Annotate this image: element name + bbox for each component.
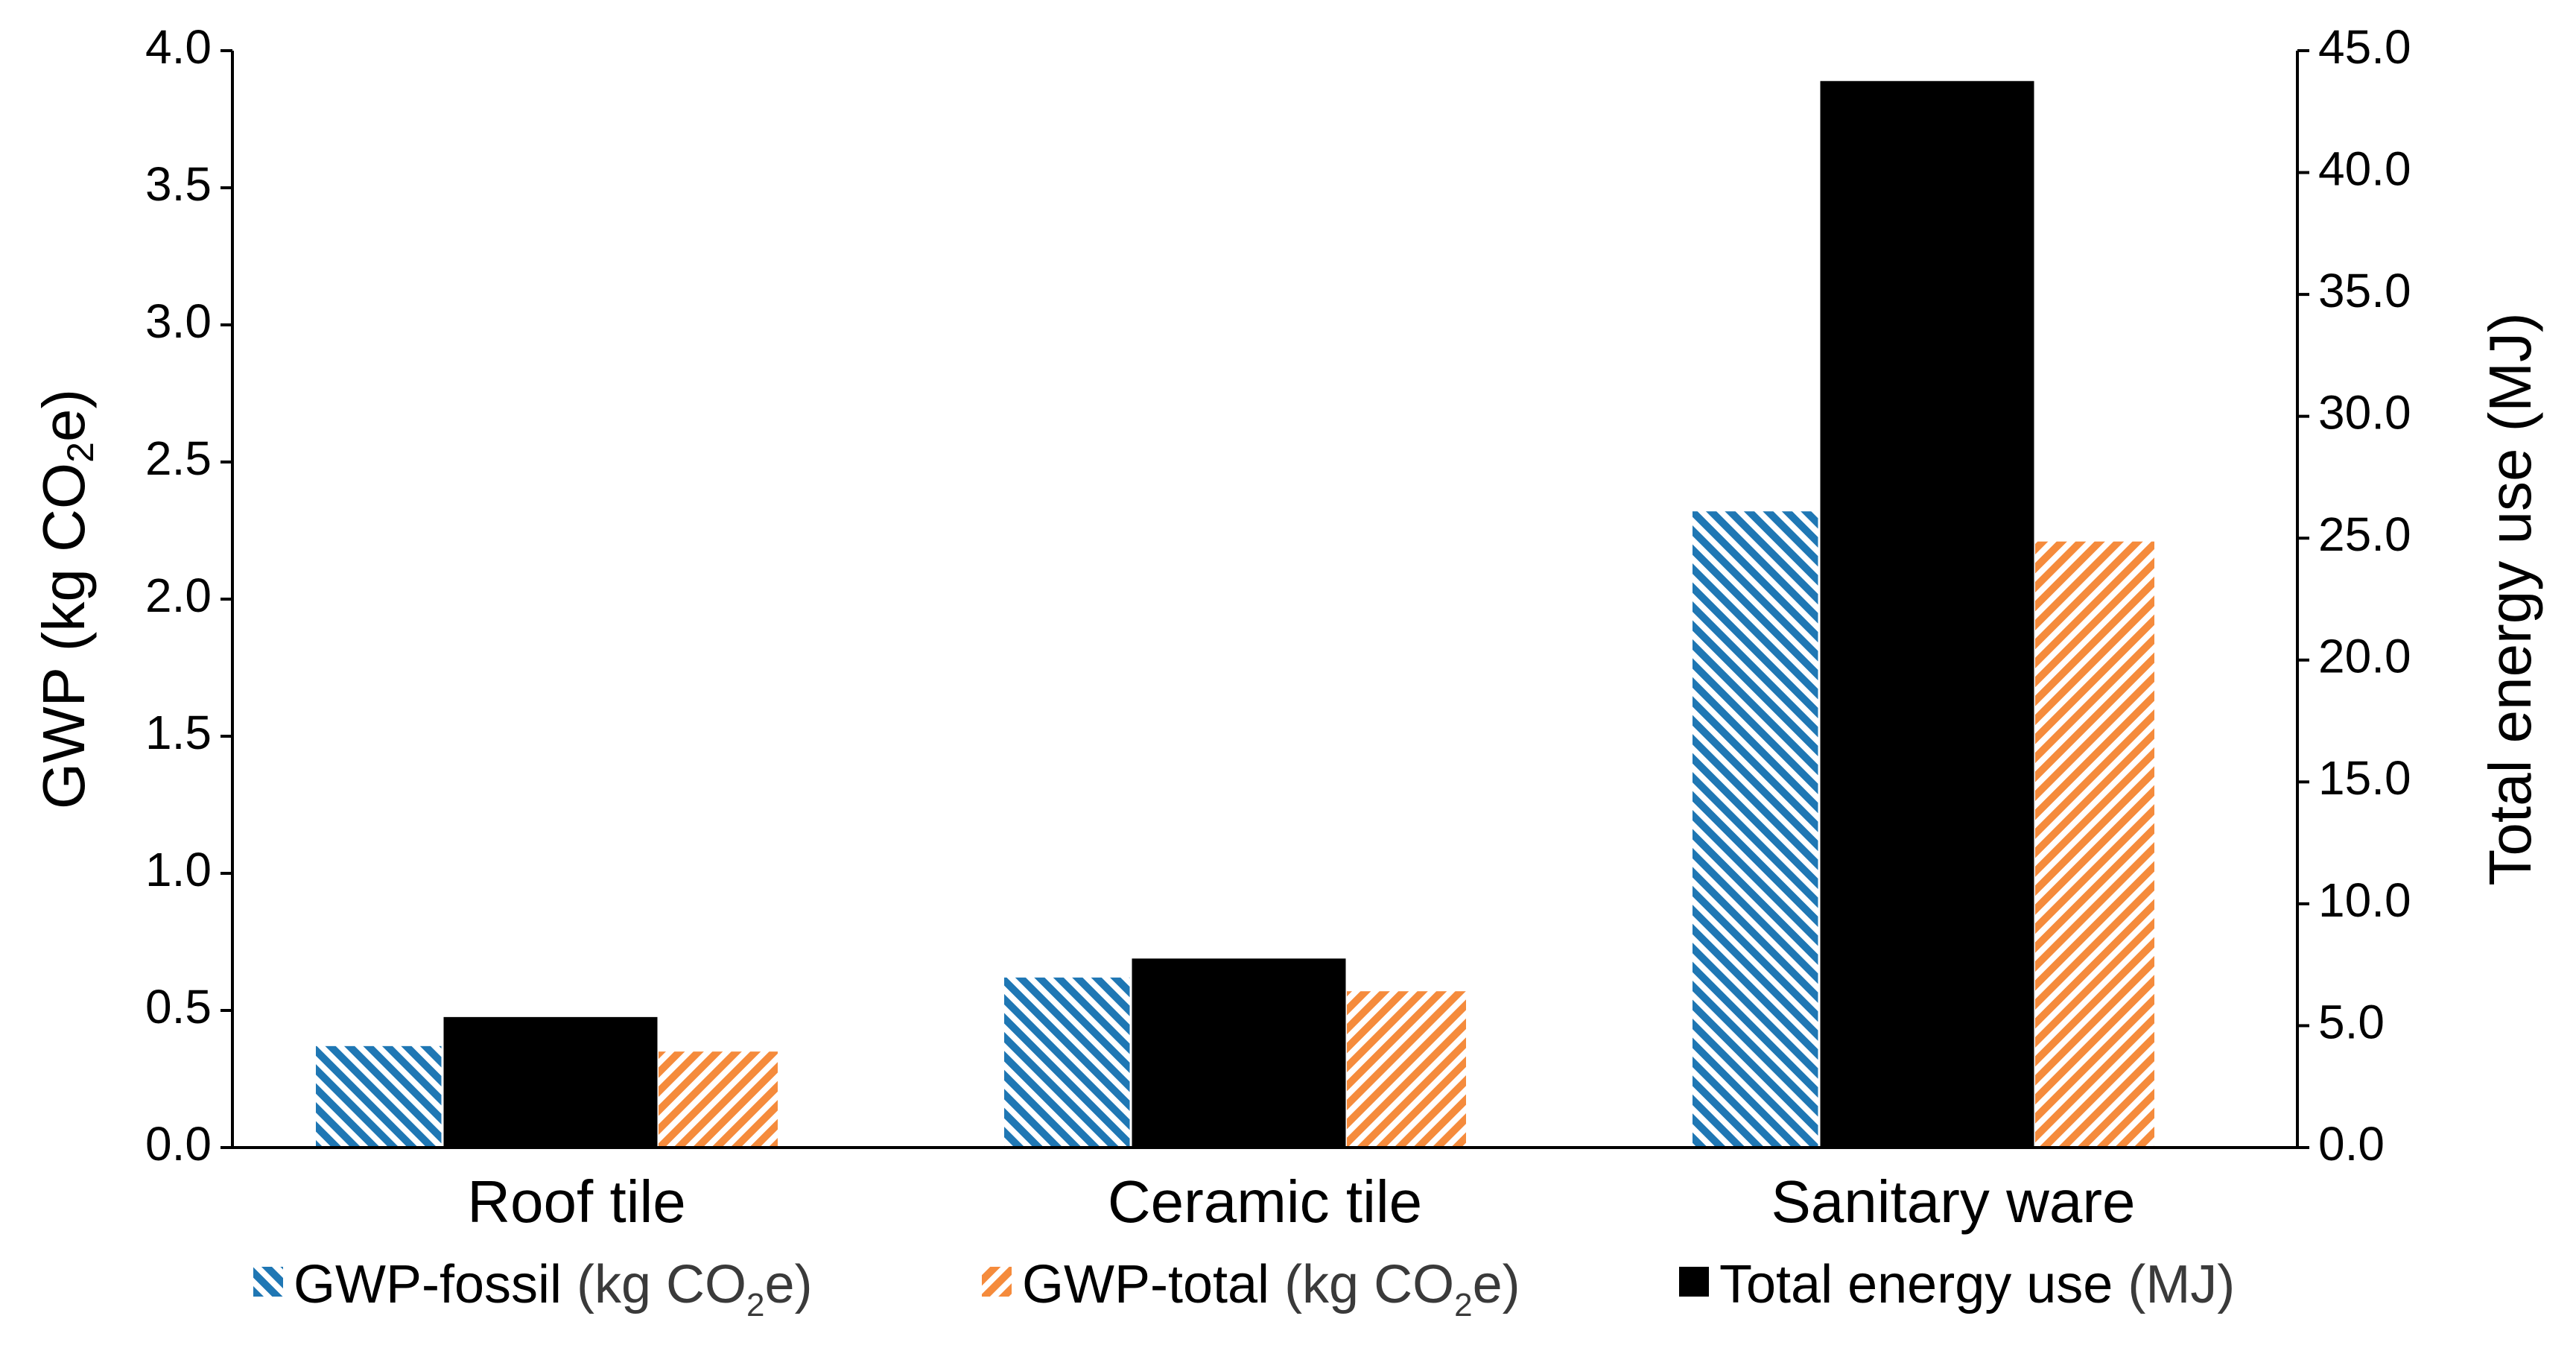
bar-solid-ceramic-tile (1129, 956, 1348, 1149)
right-tick-label: 5.0 (2318, 995, 2385, 1048)
left-tick-label: 0.0 (145, 1117, 212, 1171)
bar-hatch-blue-sanitary-ware (1693, 511, 1819, 1148)
left-tick-label: 2.0 (145, 569, 212, 622)
left-tick-label: 4.0 (145, 20, 212, 74)
bar-hatch-orange-sanitary-ware (2035, 541, 2154, 1148)
right-tick-label: 25.0 (2318, 507, 2411, 561)
bar-hatch-blue-roof-tile (316, 1045, 442, 1148)
left-tick-label: 0.5 (145, 980, 212, 1034)
left-tick-label: 3.5 (145, 157, 212, 211)
category-label: Roof tile (467, 1168, 685, 1235)
bar-hatch-orange-ceramic-tile (1347, 991, 1466, 1148)
right-axis-title: Total energy use (MJ) (2477, 312, 2543, 885)
legend-swatch-hatch-orange (982, 1267, 1012, 1297)
legend-label: GWP-fossil (kg CO2e) (294, 1255, 813, 1323)
left-tick-label: 2.5 (145, 431, 212, 485)
left-tick-label: 1.5 (145, 706, 212, 759)
right-axis-ticks: 0.0 5.0 10.0 15.0 20.0 25.0 30.0 35.0 40.0 45.0 (2297, 20, 2411, 1171)
category-labels: Roof tile Ceramic tile Sanitary ware (467, 1168, 2135, 1235)
legend-swatch-solid (1679, 1267, 1709, 1297)
right-tick-label: 20.0 (2318, 630, 2411, 683)
right-tick-label: 45.0 (2318, 20, 2411, 74)
left-tick-label: 1.0 (145, 843, 212, 896)
category-label: Ceramic tile (1108, 1168, 1422, 1235)
right-tick-label: 30.0 (2318, 386, 2411, 440)
legend-label: GWP-total (kg CO2e) (1022, 1255, 1520, 1323)
right-tick-label: 0.0 (2318, 1117, 2385, 1171)
left-axis-title: GWP (kg CO2e) (31, 389, 101, 809)
bar-hatch-orange-roof-tile (659, 1051, 778, 1148)
legend-swatch-hatch-blue (253, 1267, 283, 1297)
legend: GWP-fossil (kg CO2e) GWP-total (kg CO2e) T… (253, 1255, 2235, 1323)
bar-solid-sanitary-ware (1818, 78, 2037, 1149)
left-axis-ticks: 0.0 0.5 1.0 1.5 2.0 2.5 3.0 3.5 4.0 (145, 20, 232, 1171)
left-tick-label: 3.0 (145, 294, 212, 348)
bar-hatch-blue-ceramic-tile (1004, 977, 1131, 1148)
legend-label: Total energy use (MJ) (1719, 1255, 2235, 1314)
right-tick-label: 10.0 (2318, 873, 2411, 927)
category-label: Sanitary ware (1771, 1168, 2135, 1235)
right-tick-label: 35.0 (2318, 264, 2411, 317)
right-tick-label: 15.0 (2318, 751, 2411, 805)
bars-layer (316, 78, 2154, 1149)
bar-solid-roof-tile (441, 1014, 660, 1149)
right-tick-label: 40.0 (2318, 142, 2411, 195)
